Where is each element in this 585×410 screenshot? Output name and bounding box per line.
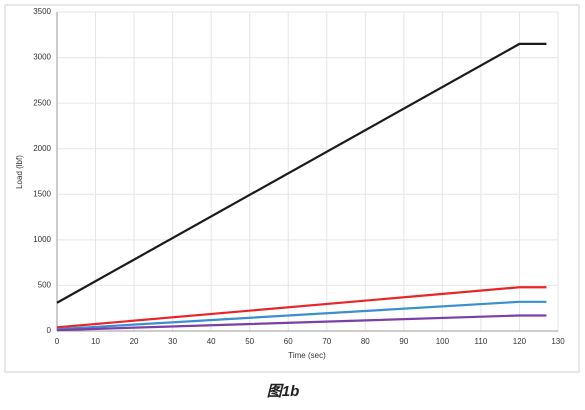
x-tick-label: 90 — [399, 337, 408, 346]
x-tick-label: 130 — [551, 337, 565, 346]
y-tick-label: 2500 — [33, 98, 51, 107]
x-tick-label: 0 — [55, 337, 60, 346]
x-tick-label: 100 — [436, 337, 450, 346]
y-tick-label: 1000 — [33, 235, 51, 244]
y-tick-label: 2000 — [33, 144, 51, 153]
x-tick-label: 20 — [130, 337, 139, 346]
chart-frame — [4, 4, 580, 373]
x-tick-label: 120 — [513, 337, 527, 346]
y-tick-label: 500 — [38, 281, 52, 290]
series-line — [56, 42, 547, 304]
x-tick-label: 110 — [475, 337, 488, 346]
x-tick-label: 80 — [361, 337, 370, 346]
x-tick-label: 30 — [168, 337, 177, 346]
x-tick-label: 10 — [91, 337, 100, 346]
x-tick-label: 70 — [322, 337, 331, 346]
y-tick-label: 3500 — [33, 7, 51, 16]
y-axis-label: Load (lbf) — [15, 155, 24, 189]
x-tick-label: 60 — [284, 337, 293, 346]
x-tick-label: 40 — [207, 337, 216, 346]
y-tick-label: 0 — [47, 326, 52, 335]
series-line — [56, 300, 547, 331]
y-tick-label: 3000 — [33, 53, 51, 62]
x-tick-label: 50 — [245, 337, 254, 346]
series-line — [56, 314, 547, 332]
caption: 图1b — [267, 383, 300, 400]
y-tick-label: 1500 — [33, 189, 51, 198]
x-axis-label: Time (sec) — [288, 351, 326, 360]
series-line — [56, 286, 547, 329]
